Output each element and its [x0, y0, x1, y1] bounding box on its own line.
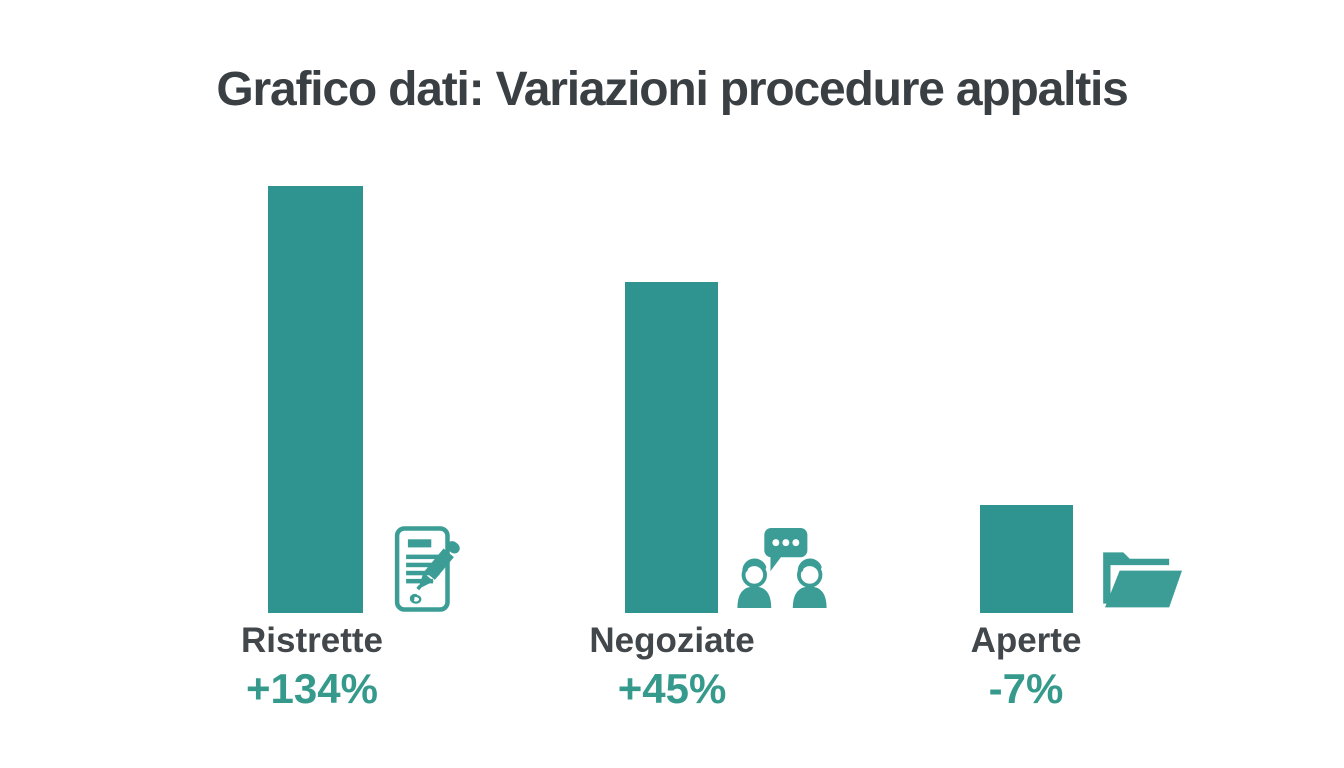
label-group-aperte: Aperte -7%: [896, 621, 1156, 712]
value-label-negoziate: +45%: [617, 664, 727, 712]
people-conversation-icon: [732, 526, 832, 610]
label-group-ristrette: Ristrette +134%: [182, 621, 442, 712]
bar-ristrette: [268, 186, 363, 613]
bar-negoziate: [625, 282, 718, 613]
category-label-ristrette: Ristrette: [241, 621, 383, 660]
chart-title: Grafico dati: Variazioni procedure appal…: [216, 63, 1129, 116]
value-label-ristrette: +134%: [246, 664, 378, 712]
category-label-aperte: Aperte: [970, 621, 1082, 660]
open-folder-icon: [1092, 534, 1184, 611]
label-group-negoziate: Negoziate +45%: [542, 621, 802, 712]
bar-aperte: [980, 505, 1073, 613]
contract-signing-icon: [384, 524, 466, 614]
category-label-negoziate: Negoziate: [589, 621, 755, 660]
value-label-aperte: -7%: [988, 664, 1064, 712]
